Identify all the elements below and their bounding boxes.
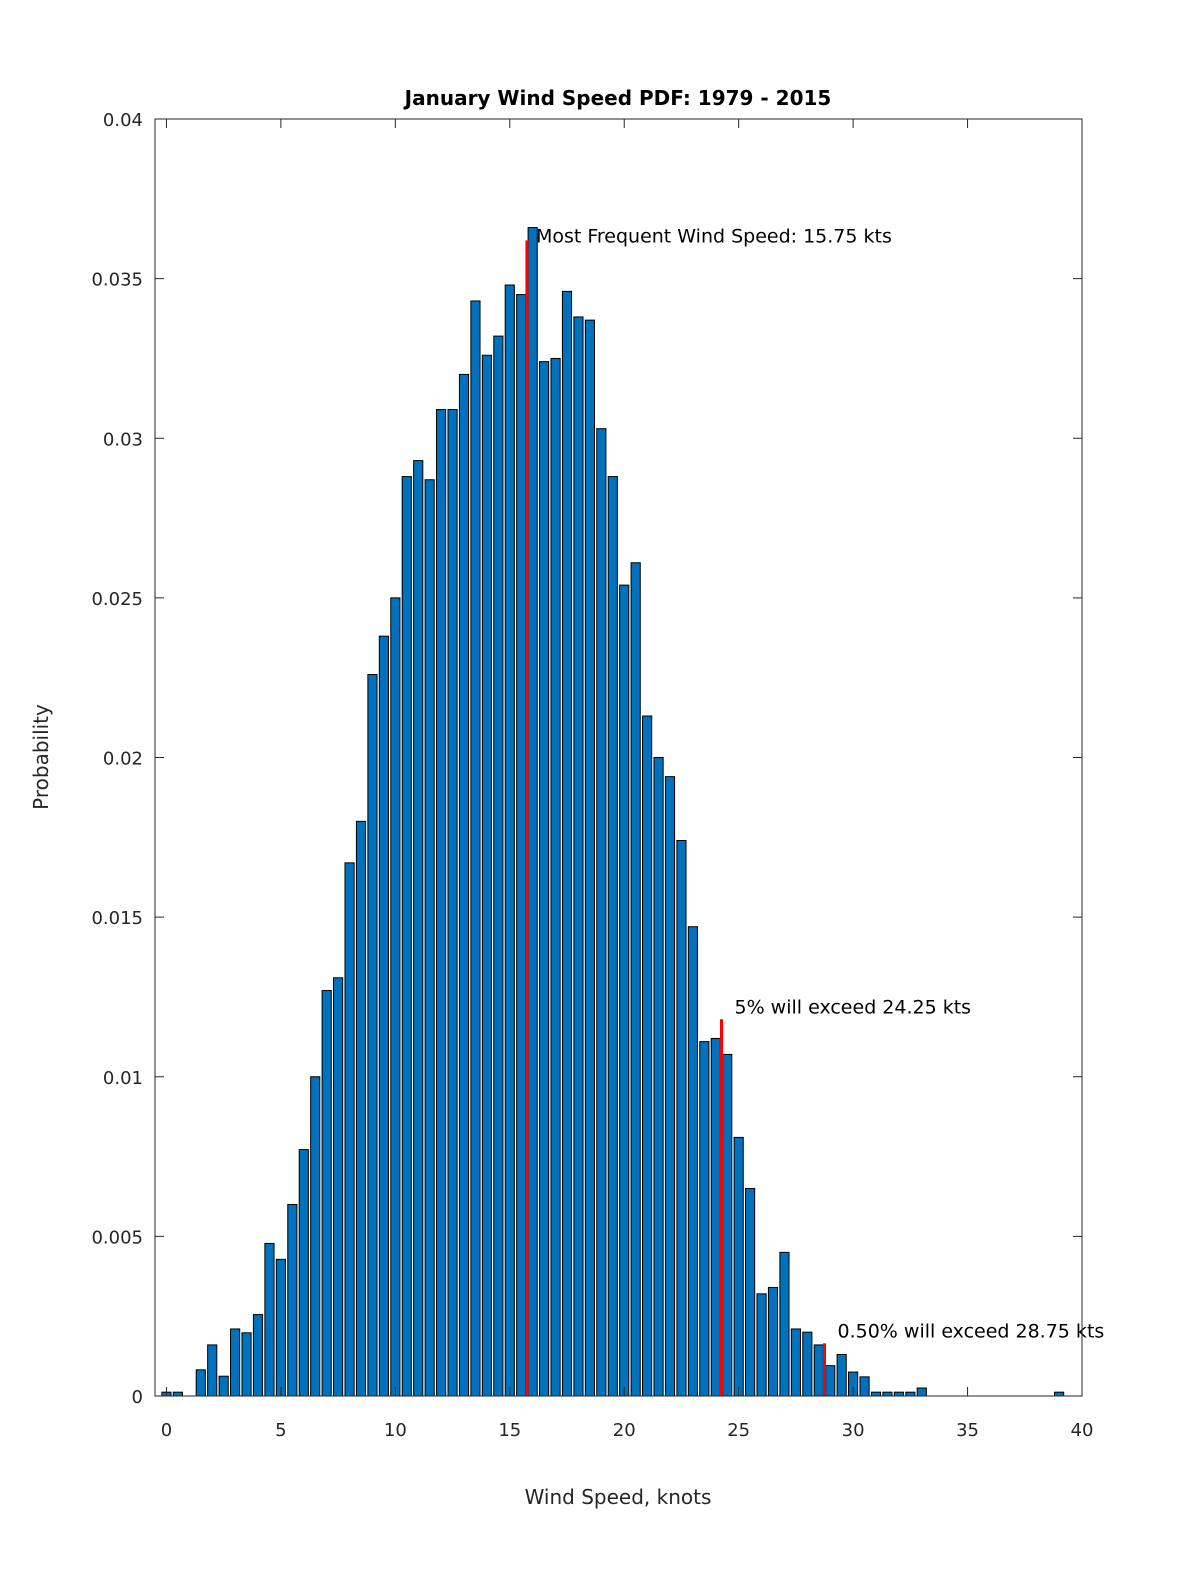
x-tick-label: 5 bbox=[275, 1420, 286, 1441]
bar bbox=[493, 335, 504, 1397]
y-tick-label: 0.005 bbox=[91, 1227, 143, 1248]
y-tick-label: 0.01 bbox=[103, 1068, 143, 1089]
bar bbox=[882, 1391, 893, 1397]
marker-label: 0.50% will exceed 28.75 kts bbox=[838, 1320, 1105, 1342]
y-tick-label: 0.025 bbox=[91, 589, 143, 610]
bar bbox=[790, 1328, 801, 1397]
bar bbox=[779, 1251, 790, 1397]
plot-area bbox=[155, 119, 1082, 1396]
x-tick-label: 40 bbox=[1071, 1420, 1094, 1441]
y-axis-label: Probability bbox=[29, 704, 53, 810]
ticks: 0 5 10 15 20 25 30 35 40 0 0.005 0.01 0.015 0.02 0.025… bbox=[91, 110, 1093, 1441]
plot-frame bbox=[154, 118, 1083, 1397]
bar bbox=[607, 476, 618, 1397]
bar bbox=[619, 584, 630, 1397]
bar bbox=[378, 635, 389, 1397]
bar bbox=[710, 1037, 721, 1397]
bar bbox=[287, 1203, 298, 1397]
marker-label: Most Frequent Wind Speed: 15.75 kts bbox=[536, 225, 892, 247]
y-tick-label: 0.04 bbox=[103, 110, 143, 131]
bar bbox=[218, 1375, 229, 1397]
bar bbox=[458, 373, 470, 1397]
bar bbox=[893, 1391, 904, 1397]
bar bbox=[298, 1149, 309, 1397]
bar bbox=[470, 300, 481, 1397]
bar bbox=[481, 354, 492, 1397]
y-tick-label: 0.02 bbox=[103, 749, 143, 770]
bar bbox=[413, 460, 424, 1397]
bar bbox=[733, 1136, 744, 1397]
bar bbox=[172, 1391, 183, 1397]
bar bbox=[676, 840, 687, 1397]
bar bbox=[527, 227, 538, 1397]
bar bbox=[642, 715, 653, 1397]
bar bbox=[390, 597, 401, 1397]
markers: Most Frequent Wind Speed: 15.75 kts 5% wi… bbox=[525, 225, 1105, 1396]
bar bbox=[436, 409, 447, 1397]
y-tick-label: 0 bbox=[132, 1387, 143, 1408]
bar bbox=[195, 1369, 206, 1397]
bar bbox=[859, 1376, 870, 1397]
bar bbox=[767, 1286, 779, 1397]
bar bbox=[722, 1053, 733, 1397]
bar bbox=[836, 1354, 847, 1397]
bar bbox=[344, 862, 355, 1397]
bar bbox=[401, 476, 412, 1397]
x-tick-label: 30 bbox=[842, 1420, 865, 1441]
y-tick-label: 0.035 bbox=[91, 270, 143, 291]
bar bbox=[355, 820, 367, 1397]
y-tick-label: 0.03 bbox=[103, 429, 143, 450]
bar bbox=[1054, 1391, 1065, 1397]
bar bbox=[561, 290, 573, 1397]
bar bbox=[870, 1391, 882, 1397]
bar bbox=[596, 428, 607, 1397]
bar bbox=[310, 1076, 321, 1397]
bar bbox=[447, 409, 458, 1397]
bar bbox=[905, 1391, 916, 1397]
bar bbox=[516, 294, 527, 1397]
bar bbox=[653, 757, 664, 1397]
bar bbox=[333, 977, 344, 1397]
bar bbox=[550, 357, 561, 1397]
bar bbox=[539, 361, 550, 1397]
bar bbox=[802, 1331, 813, 1397]
x-tick-label: 10 bbox=[384, 1420, 407, 1441]
bar bbox=[367, 674, 378, 1397]
bar bbox=[825, 1365, 836, 1397]
bar bbox=[813, 1344, 824, 1397]
bar bbox=[321, 990, 332, 1397]
bar bbox=[230, 1328, 241, 1397]
marker-label: 5% will exceed 24.25 kts bbox=[735, 996, 972, 1018]
x-tick-label: 20 bbox=[613, 1420, 636, 1441]
bar bbox=[584, 319, 595, 1397]
x-axis-label: Wind Speed, knots bbox=[525, 1485, 712, 1509]
bar bbox=[664, 776, 676, 1397]
y-tick-label: 0.015 bbox=[91, 908, 143, 929]
bar bbox=[275, 1258, 286, 1397]
bar bbox=[916, 1387, 927, 1397]
bar bbox=[207, 1344, 218, 1397]
bar bbox=[241, 1332, 252, 1397]
x-tick-label: 35 bbox=[956, 1420, 979, 1441]
bar bbox=[264, 1242, 275, 1397]
bar bbox=[699, 1041, 710, 1397]
bar bbox=[630, 562, 641, 1397]
x-tick-label: 0 bbox=[161, 1420, 172, 1441]
bar bbox=[756, 1293, 767, 1397]
bar bbox=[424, 479, 435, 1397]
bar bbox=[687, 926, 698, 1397]
bar bbox=[504, 284, 515, 1397]
bar bbox=[573, 316, 584, 1397]
chart-title: January Wind Speed PDF: 1979 - 2015 bbox=[403, 86, 832, 110]
x-tick-label: 25 bbox=[727, 1420, 750, 1441]
bar bbox=[252, 1314, 264, 1397]
x-tick-label: 15 bbox=[498, 1420, 521, 1441]
bar bbox=[745, 1187, 756, 1397]
